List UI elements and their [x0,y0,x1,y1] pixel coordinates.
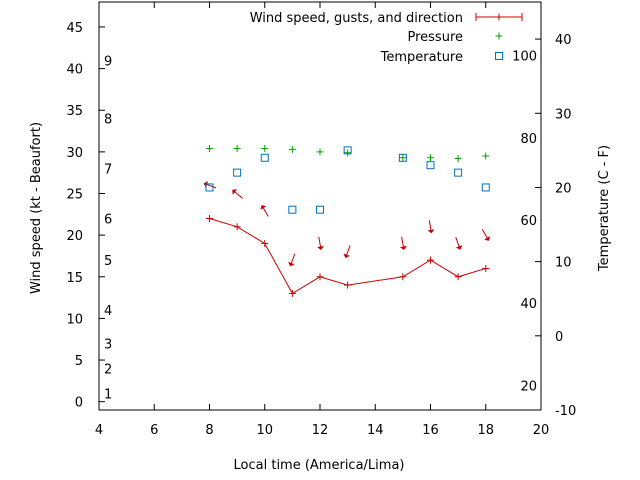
y-tick-label: 25 [66,188,83,203]
y2-axis-title: Temperature (C - F) [597,145,612,272]
pressure-point [316,148,324,156]
wind-speed-point [427,256,434,264]
x-axis-title: Local time (America/Lima) [234,458,405,473]
wind-speed-point [399,273,407,281]
fahrenheit-label: 100 [512,49,537,64]
y-tick-label: 30 [66,146,83,161]
pressure-point [454,155,462,163]
legend-swatch-pressure [495,32,503,40]
wind-speed-point [288,289,296,297]
wind-speed-point [316,273,324,281]
temperature-point [343,146,352,155]
y-tick-label: 0 [75,396,83,411]
beaufort-label: 3 [104,337,112,352]
y2-tick-label: -10 [555,404,576,419]
wind-direction-arrow [316,236,325,251]
legend-label-pressure: Pressure [407,30,463,45]
wind-direction-arrow [399,236,407,251]
legend-label-temperature: Temperature [380,50,463,65]
y2-tick-label: 0 [555,330,563,345]
beaufort-label: 5 [104,254,112,269]
temperature-point [205,183,214,192]
wind-speed-point [482,264,490,272]
fahrenheit-label: 60 [520,214,537,229]
x-tick-label: 16 [422,423,439,438]
wind-direction-arrow [427,220,435,234]
y-tick-label: 20 [66,229,83,244]
y-tick-label: 40 [66,63,83,78]
temperature-point [288,205,297,214]
y2-tick-label: 20 [555,181,572,196]
wind-speed-line [209,218,486,295]
pressure-point [233,145,241,153]
wind-speed-point [206,214,213,222]
wind-direction-arrow [232,189,243,199]
x-tick-label: 4 [95,423,103,438]
wind-speed-point [261,239,269,247]
y-tick-label: 10 [66,312,83,327]
x-tick-label: 12 [312,423,329,438]
temperature-point [454,168,463,177]
legend-swatch-temperature [495,52,503,60]
temperature-point [316,205,324,214]
fahrenheit-label: 80 [520,132,537,147]
wind-speed-point [454,273,462,281]
pressure-point [344,149,352,157]
legend-label-wind: Wind speed, gusts, and direction [250,11,463,26]
x-tick-label: 18 [477,423,494,438]
y2-tick-label: 30 [555,107,572,122]
pressure-point [427,154,434,162]
wind-speed-point [344,281,352,289]
temperature-point [481,183,490,192]
y-tick-label: 35 [66,104,83,119]
fahrenheit-label: 20 [520,380,537,395]
wind-direction-arrow [343,245,351,259]
beaufort-label: 7 [104,163,112,178]
beaufort-label: 1 [104,387,112,402]
wind-direction-arrow [481,229,491,241]
pressure-point [261,145,269,153]
beaufort-label: 9 [104,54,112,69]
beaufort-label: 8 [104,113,112,128]
y-tick-label: 5 [75,354,83,369]
pressure-point [288,145,296,153]
x-tick-label: 20 [533,423,550,438]
x-tick-label: 10 [256,423,273,438]
wind-direction-arrow [260,204,269,217]
beaufort-label: 4 [104,304,112,319]
pressure-point [206,145,213,153]
temperature-point [233,168,242,177]
temperature-point [398,153,407,162]
wind-direction-arrow [288,253,296,267]
wind-speed-point [233,223,241,231]
x-tick-label: 8 [205,423,213,438]
y-tick-label: 45 [66,21,83,36]
y2-tick-label: 10 [555,256,572,271]
wind-direction-arrow [455,237,463,250]
x-tick-label: 6 [150,423,158,438]
y-axis-title: Wind speed (kt - Beaufort) [29,122,44,294]
pressure-point [482,152,490,160]
beaufort-label: 2 [104,362,112,377]
pressure-point [399,154,407,162]
temperature-point [260,153,269,162]
x-tick-label: 14 [367,423,384,438]
beaufort-label: 6 [104,212,112,227]
y-tick-label: 15 [66,271,83,286]
fahrenheit-label: 40 [520,297,537,312]
legend-swatch-wind-marker [495,13,503,21]
y2-tick-label: 40 [555,33,572,48]
temperature-point [426,161,435,170]
